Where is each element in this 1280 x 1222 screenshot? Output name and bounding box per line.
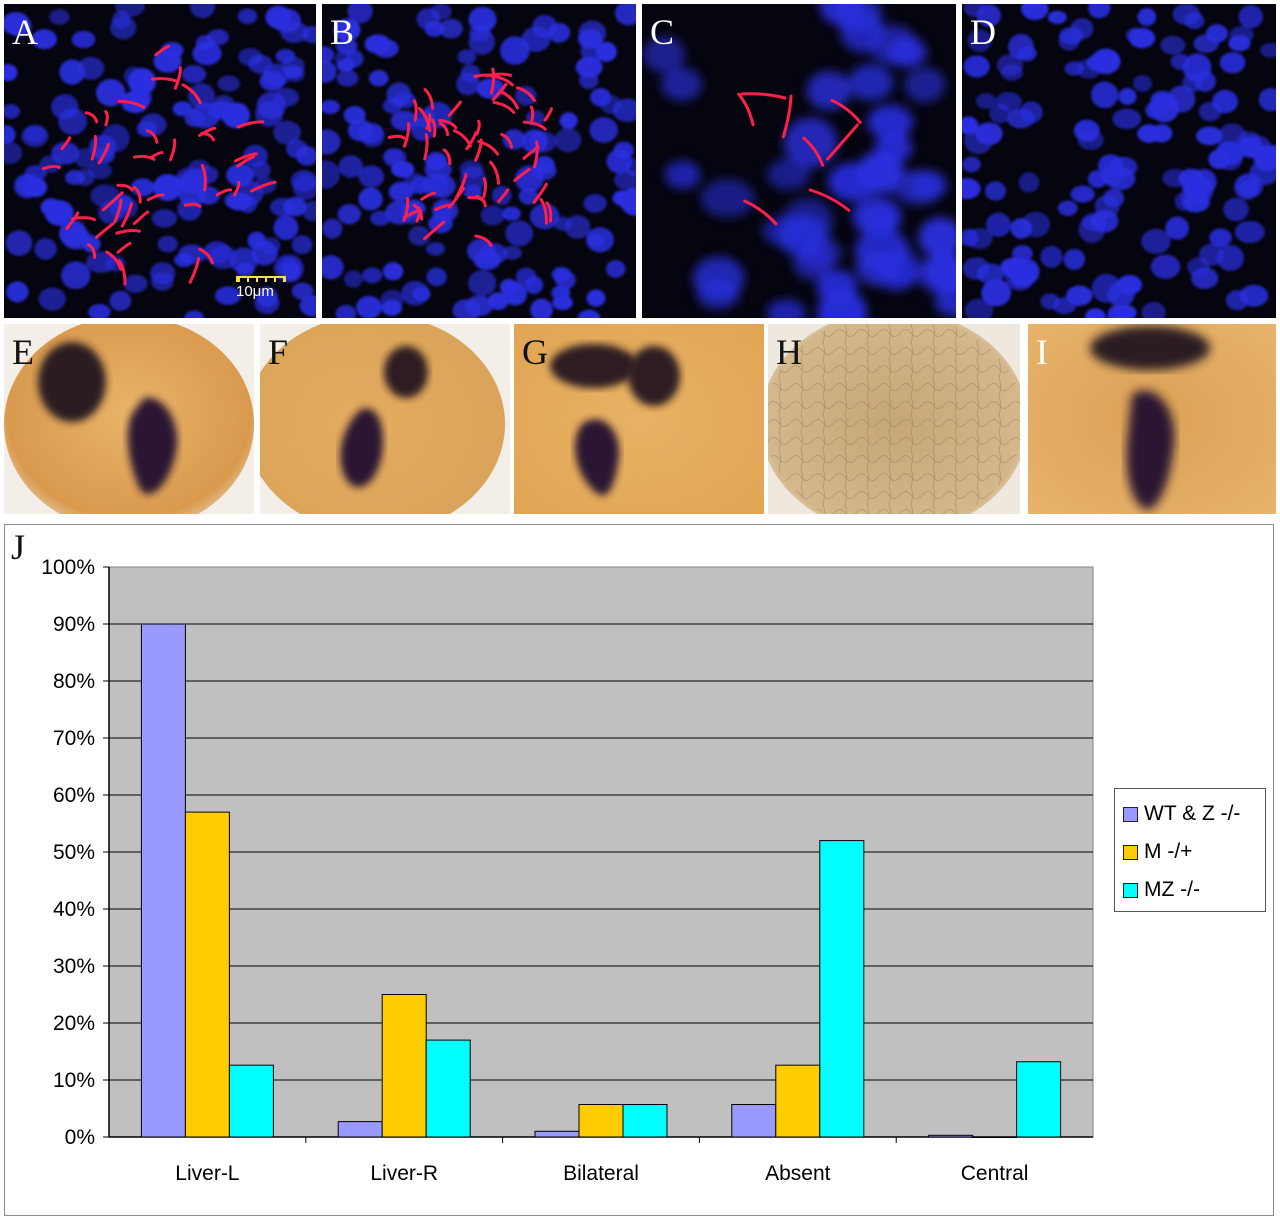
bar-absent-series-0 (731, 1104, 777, 1138)
scale-bar-label: 10μm (236, 283, 274, 300)
y-tick-label: 30% (53, 955, 95, 978)
panel-c-image (642, 4, 956, 318)
panel-b-image (322, 4, 636, 318)
y-tick-label: 100% (41, 556, 95, 579)
bar-central-series-2 (1016, 1061, 1062, 1138)
legend-label-m: M -/+ (1144, 840, 1193, 863)
y-tick-label: 10% (53, 1069, 95, 1092)
legend-swatch-wt (1123, 806, 1138, 822)
y-tick-label: 80% (53, 670, 95, 693)
y-tick-label: 0% (65, 1126, 95, 1149)
y-tick-label: 50% (53, 841, 95, 864)
legend-item-wt: WT & Z -/- (1115, 795, 1265, 833)
panel-c: C (642, 4, 956, 318)
bar-liver-r-series-1 (381, 994, 427, 1138)
y-tick-label: 40% (53, 898, 95, 921)
panel-e-image (4, 324, 254, 514)
panel-c-label: C (650, 12, 675, 52)
legend-item-mz: MZ -/- (1115, 871, 1265, 909)
legend-label-wt: WT & Z -/- (1144, 802, 1241, 825)
scale-bar-line (236, 276, 286, 282)
bar-central-series-1 (972, 1136, 1018, 1138)
x-tick-label: Bilateral (563, 1162, 639, 1185)
y-tick-label: 90% (53, 613, 95, 636)
bar-liver-r-series-2 (425, 1039, 471, 1138)
panel-j: 0% 10% 20% 30% 40% 50% 60% 70% 80% 90% 100% Liver-L… (4, 524, 1274, 1216)
panel-h-label: H (776, 332, 802, 372)
panel-d-label: D (970, 12, 996, 52)
panel-a: A 10μm (4, 4, 316, 318)
panel-a-image (4, 4, 316, 318)
bar-absent-series-1 (775, 1064, 821, 1138)
x-tick-label: Absent (765, 1162, 831, 1185)
panel-d: D (962, 4, 1276, 318)
legend-item-m: M -/+ (1115, 833, 1265, 871)
panel-d-image (962, 4, 1276, 318)
y-tick-label: 20% (53, 1012, 95, 1035)
bar-bilateral-series-1 (578, 1104, 624, 1138)
panel-h-image (768, 324, 1020, 514)
panel-g: G (514, 324, 764, 514)
x-tick-label: Central (961, 1162, 1029, 1185)
bar-central-series-0 (928, 1134, 974, 1138)
panel-f-label: F (268, 332, 289, 372)
bar-bilateral-series-0 (534, 1130, 580, 1138)
panel-i: I (1028, 324, 1276, 514)
x-tick-label: Liver-L (175, 1162, 239, 1185)
panel-h: H (768, 324, 1020, 514)
panel-g-image (514, 324, 764, 514)
bar-liver-l-series-1 (184, 811, 230, 1138)
panel-g-label: G (522, 332, 548, 372)
panel-b: B (322, 4, 636, 318)
panel-e-label: E (12, 332, 34, 372)
bar-chart: 0% 10% 20% 30% 40% 50% 60% 70% 80% 90% 100% Liver-L… (41, 556, 1094, 1185)
bar-bilateral-series-2 (622, 1104, 668, 1138)
x-tick-label: Liver-R (370, 1162, 438, 1185)
bar-liver-l-series-2 (228, 1064, 274, 1138)
legend-swatch-m (1123, 844, 1138, 860)
panel-e: E (4, 324, 254, 514)
panel-i-label: I (1036, 332, 1048, 372)
legend-swatch-mz (1123, 882, 1138, 898)
panel-f: F (260, 324, 510, 514)
scale-bar: 10μm (236, 276, 286, 300)
y-tick-label: 60% (53, 784, 95, 807)
panel-i-image (1028, 324, 1276, 514)
panel-f-image (260, 324, 510, 514)
panel-j-label: J (11, 527, 26, 567)
legend-label-mz: MZ -/- (1144, 878, 1200, 901)
bar-absent-series-2 (819, 840, 865, 1138)
y-tick-label: 70% (53, 727, 95, 750)
panel-a-label: A (12, 12, 38, 52)
panel-b-label: B (330, 12, 355, 52)
bar-liver-l-series-0 (140, 623, 186, 1138)
chart-legend: WT & Z -/- M -/+ MZ -/- (1114, 788, 1266, 912)
bar-liver-r-series-0 (337, 1121, 383, 1138)
